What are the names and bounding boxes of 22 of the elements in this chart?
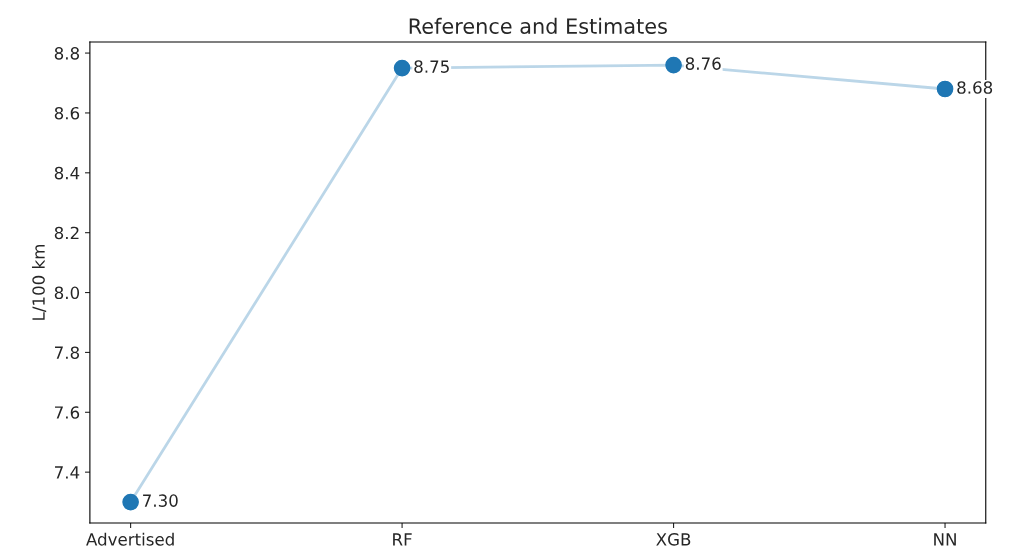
y-tick-label: 8.4 — [54, 166, 80, 180]
x-tick-label: NN — [934, 533, 956, 546]
y-tick-label: 8.2 — [54, 226, 79, 240]
y-tick-label: 8.6 — [54, 106, 80, 120]
x-tick-label: Advertised — [86, 532, 174, 546]
y-axis-title: L/100 km — [31, 244, 47, 320]
y-tick-label: 8.0 — [54, 286, 80, 300]
data-label: 8.75 — [414, 60, 449, 73]
chart-title: Reference and Estimates — [409, 17, 667, 34]
data-label: 8.76 — [685, 57, 721, 70]
y-tick-label: 8.8 — [54, 47, 80, 60]
y-tick-label: 7.4 — [55, 466, 80, 479]
point — [122, 493, 139, 511]
point — [393, 59, 411, 77]
point — [936, 80, 954, 98]
data-label: 8.68 — [957, 81, 993, 94]
x-tick-label: RF — [393, 533, 412, 546]
x-tick-label: XGB — [656, 533, 691, 546]
y-tick-label: 7.6 — [55, 406, 80, 419]
data-label: 7.30 — [143, 494, 178, 507]
y-tick-label: 7.8 — [55, 346, 80, 359]
point — [665, 56, 682, 74]
